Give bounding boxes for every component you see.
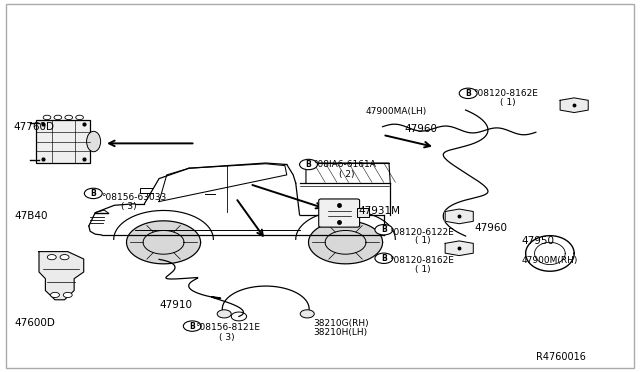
Text: ( 1): ( 1) xyxy=(415,265,430,274)
Text: °08120-6122E: °08120-6122E xyxy=(389,228,454,237)
Text: °08120-8162E: °08120-8162E xyxy=(473,89,538,98)
Text: 47900MA(LH): 47900MA(LH) xyxy=(366,108,428,116)
Circle shape xyxy=(183,321,201,331)
Circle shape xyxy=(300,159,317,170)
Text: B: B xyxy=(90,189,96,198)
Polygon shape xyxy=(445,241,473,256)
Text: °08120-8162E: °08120-8162E xyxy=(389,256,454,265)
Text: ( 1): ( 1) xyxy=(500,98,516,107)
Circle shape xyxy=(51,292,60,298)
Text: 47910: 47910 xyxy=(159,300,192,310)
Circle shape xyxy=(375,225,393,235)
Text: ( 1): ( 1) xyxy=(415,236,430,246)
Text: ( 2): ( 2) xyxy=(339,170,355,179)
Text: 47950: 47950 xyxy=(521,236,554,246)
Text: 38210H(LH): 38210H(LH) xyxy=(314,328,368,337)
Polygon shape xyxy=(127,221,200,264)
Circle shape xyxy=(460,88,477,99)
Circle shape xyxy=(47,254,56,260)
Circle shape xyxy=(300,310,314,318)
Text: 47960: 47960 xyxy=(404,124,437,134)
Circle shape xyxy=(84,188,102,199)
Text: °08lA6-6161A: °08lA6-6161A xyxy=(314,160,376,169)
Circle shape xyxy=(76,115,83,120)
Polygon shape xyxy=(560,98,588,113)
Text: °08156-63033: °08156-63033 xyxy=(102,193,167,202)
Circle shape xyxy=(63,292,72,298)
Circle shape xyxy=(375,253,393,263)
Circle shape xyxy=(54,115,61,120)
Text: 47B40: 47B40 xyxy=(15,211,48,221)
Circle shape xyxy=(43,115,51,120)
Text: °08156-8121E: °08156-8121E xyxy=(195,323,260,332)
Text: B: B xyxy=(465,89,471,98)
FancyBboxPatch shape xyxy=(319,199,360,227)
Ellipse shape xyxy=(86,131,100,152)
Polygon shape xyxy=(39,251,84,300)
Text: ( 3): ( 3) xyxy=(121,202,136,211)
Polygon shape xyxy=(308,221,383,264)
Text: B: B xyxy=(381,225,387,234)
Text: 38210G(RH): 38210G(RH) xyxy=(314,319,369,328)
Circle shape xyxy=(65,115,72,120)
Text: B: B xyxy=(189,321,195,331)
Text: B: B xyxy=(381,254,387,263)
Circle shape xyxy=(60,254,69,260)
Text: 47960: 47960 xyxy=(474,222,508,232)
Text: B: B xyxy=(306,160,312,169)
Text: 47900M(RH): 47900M(RH) xyxy=(521,256,577,264)
Bar xyxy=(357,208,369,217)
Circle shape xyxy=(217,310,231,318)
Bar xyxy=(36,120,90,163)
Text: 47931M: 47931M xyxy=(358,206,400,216)
Polygon shape xyxy=(445,209,473,224)
Text: ( 3): ( 3) xyxy=(219,333,235,342)
Text: 47760D: 47760D xyxy=(13,122,54,132)
Text: R4760016: R4760016 xyxy=(536,352,586,362)
Text: 47600D: 47600D xyxy=(15,318,56,328)
